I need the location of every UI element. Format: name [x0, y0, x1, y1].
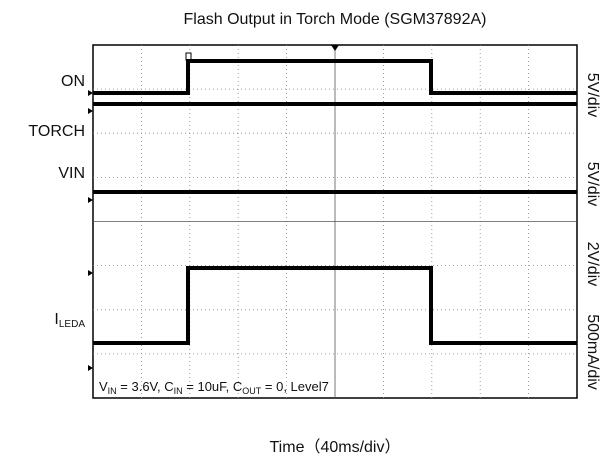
grid: [93, 45, 577, 398]
note-part: V: [99, 379, 108, 394]
channel-label: ON: [61, 73, 85, 90]
channel-label: VIN: [58, 165, 85, 182]
conditions-note: VIN = 3.6V, CIN = 10uF, COUT = 0, Level7: [99, 379, 329, 396]
channel-label: ILEDA: [54, 311, 85, 330]
note-part: = 3.6V, C: [117, 379, 174, 394]
on-trace: [93, 59, 577, 95]
label-sub: LEDA: [59, 319, 85, 330]
trigger-marker: [331, 45, 339, 51]
channel-scale: 2V/div: [584, 242, 601, 286]
channel-scale: 5V/div: [584, 162, 601, 206]
title: Flash Output in Torch Mode (SGM37892A): [184, 11, 487, 28]
note-sub: IN: [174, 386, 183, 396]
note-sub: OUT: [242, 386, 262, 396]
iled-trace: [93, 266, 577, 345]
channel-scale: 500mA/div: [584, 314, 601, 390]
trigger-point: [185, 52, 192, 61]
note-part: = 10uF, C: [183, 379, 243, 394]
note-sub: IN: [108, 386, 117, 396]
channel-scale: 5V/div: [584, 73, 601, 117]
channel-markers: [88, 90, 93, 371]
note-part: = 0, Level7: [261, 379, 329, 394]
x-axis-label: Time（40ms/div）: [270, 438, 401, 456]
channel-label: TORCH: [28, 123, 85, 140]
label-main: I: [54, 311, 58, 328]
